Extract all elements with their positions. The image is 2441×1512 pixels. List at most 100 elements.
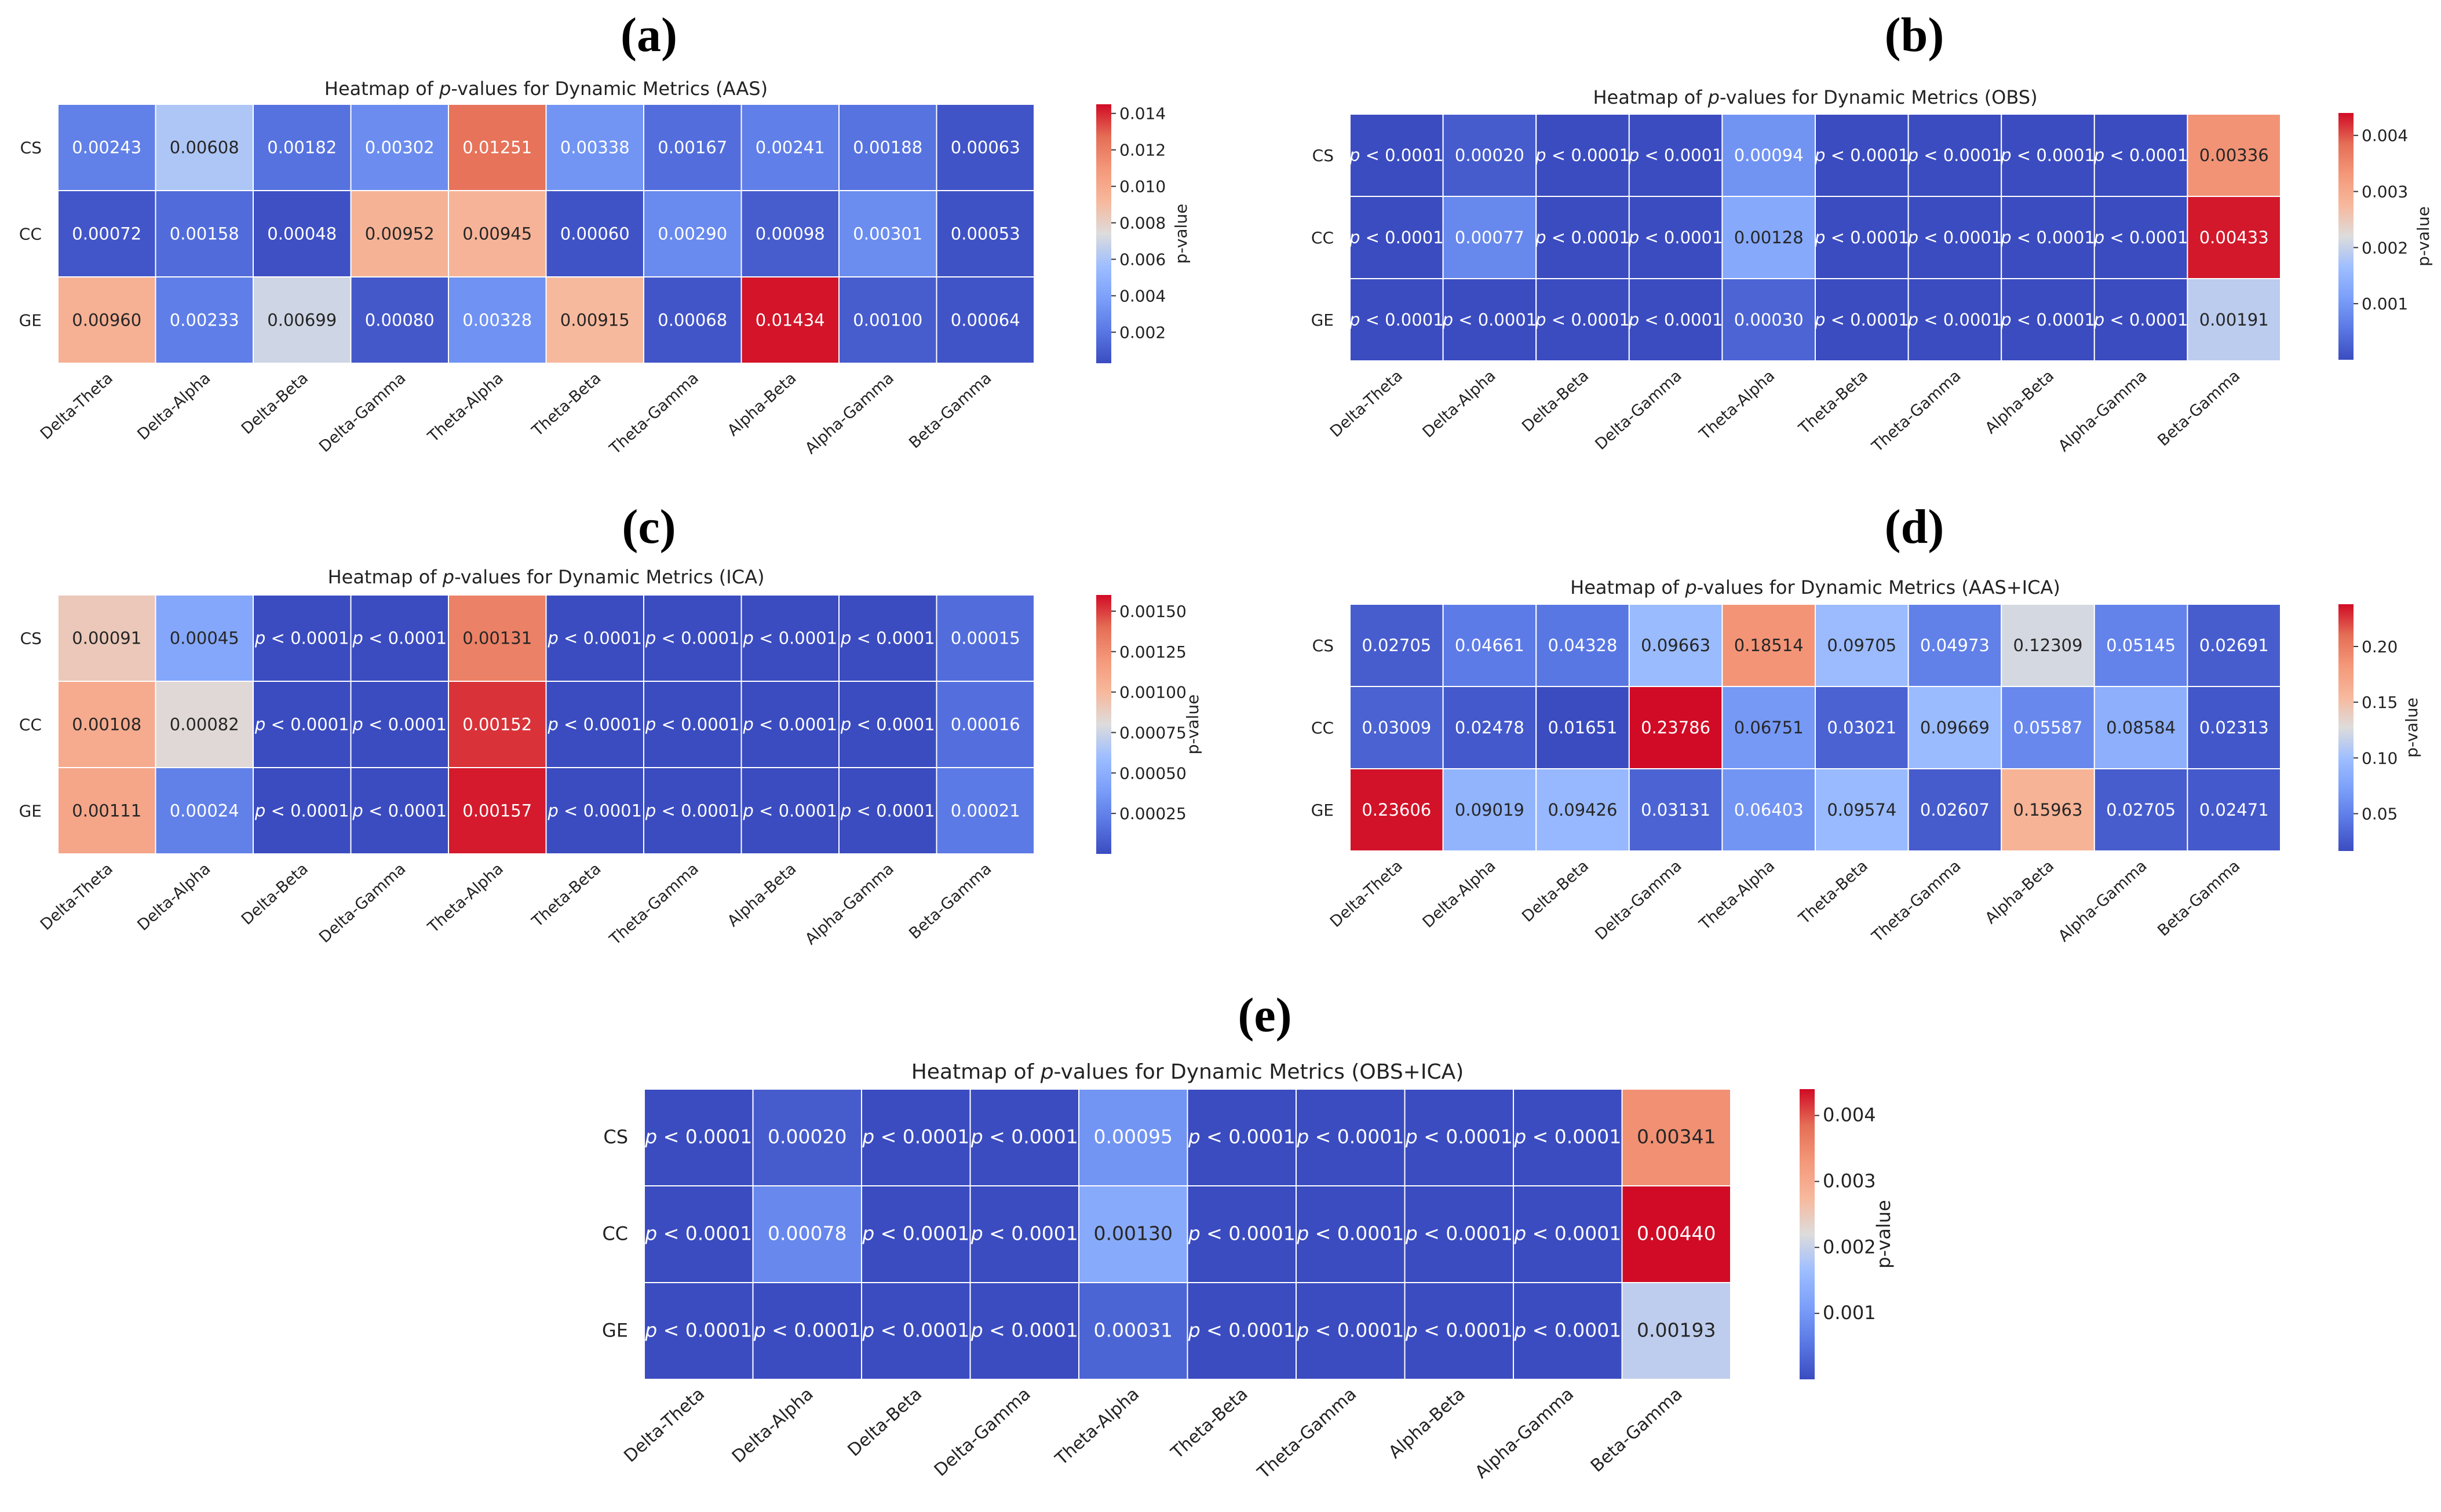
chart-title: Heatmap of p-values for Dynamic Metrics … — [1570, 576, 2060, 598]
row-label: GE — [602, 1320, 628, 1342]
heatmap-cell — [1907, 196, 2002, 279]
heatmap-cell — [2187, 686, 2281, 769]
row-label: CC — [1311, 228, 1334, 247]
cell-label: p < 0.0001 — [742, 629, 837, 648]
cell-label: 0.00188 — [853, 138, 922, 158]
cell-label: p < 0.0001 — [862, 1319, 969, 1342]
heatmap-cell — [936, 190, 1035, 277]
column-label: Delta-Theta — [1327, 857, 1406, 931]
cell-label: 0.09426 — [1548, 800, 1618, 820]
cell-label: 0.00243 — [72, 138, 141, 158]
heatmap-cell — [1349, 114, 1444, 197]
heatmap-cell — [1187, 1282, 1297, 1380]
cell-label: 0.23606 — [1362, 800, 1431, 820]
cell-label: p < 0.0001 — [1513, 1126, 1621, 1148]
column-label: Delta-Theta — [37, 369, 116, 443]
cell-label: 0.03131 — [1641, 800, 1710, 820]
column-label: Alpha-Beta — [724, 369, 800, 440]
heatmap-cell — [1621, 1282, 1731, 1380]
heatmap-cell — [1349, 686, 1444, 769]
row-label: GE — [19, 311, 42, 330]
cell-label: 0.00015 — [951, 629, 1020, 648]
cell-label: 0.00157 — [462, 801, 532, 821]
heatmap-cell — [2187, 196, 2281, 279]
heatmap-cell — [1907, 686, 2002, 769]
heatmap-cell — [1621, 1089, 1731, 1186]
cell-label: p < 0.0001 — [644, 1319, 752, 1342]
colorbar-tick-label: 0.003 — [1823, 1170, 1876, 1192]
cell-label: p < 0.0001 — [1535, 145, 1630, 165]
heatmap-cell — [1535, 278, 1630, 361]
heatmap-cell — [1815, 686, 1909, 769]
colorbar: 0.001 0.002 0.003 0.004 p-value — [2338, 113, 2433, 360]
column-label: Delta-Beta — [238, 369, 312, 438]
heatmap-cell — [1442, 604, 1537, 687]
panel-label: (b) — [1885, 8, 1944, 62]
column-label: Delta-Beta — [238, 860, 312, 929]
heatmap-cell — [936, 104, 1035, 191]
cell-label: p < 0.0001 — [1814, 310, 1909, 330]
panel-b: (b) Heatmap of p-values for Dynamic Metri… — [1311, 8, 2433, 456]
heatmap-cell — [838, 190, 937, 277]
heatmap-cell — [1721, 686, 1816, 769]
heatmap-cell — [1442, 114, 1537, 197]
colorbar-tick-label: 0.002 — [1119, 323, 1166, 342]
heatmap-cell — [643, 190, 742, 277]
colorbar-tick-label: 0.00100 — [1119, 683, 1187, 702]
cell-label: 0.00080 — [365, 311, 435, 330]
colorbar: 0.001 0.002 0.003 0.004 p-value — [1800, 1089, 1895, 1379]
heatmap-cell — [1078, 1282, 1188, 1380]
cell-label: 0.03009 — [1362, 718, 1431, 737]
cell-label: 0.00078 — [768, 1222, 846, 1245]
chart-title: Heatmap of p-values for Dynamic Metrics … — [328, 566, 765, 588]
row-label: CC — [19, 225, 42, 244]
heatmap-cell — [2093, 114, 2188, 197]
heatmap-cell — [644, 1282, 754, 1380]
cell-label: 0.09663 — [1641, 636, 1710, 655]
colorbar: 0.00025 0.00050 0.00075 0.00100 0.00125 0.001… — [1096, 595, 1202, 854]
cell-label: p < 0.0001 — [2093, 145, 2188, 165]
column-label: Delta-Theta — [37, 860, 116, 934]
row-label: CC — [19, 715, 42, 735]
heatmap-cell — [350, 104, 449, 191]
heatmap-cell — [1442, 768, 1537, 852]
colorbar-tick-label: 0.00125 — [1119, 642, 1187, 662]
heatmap-cell — [1349, 196, 1444, 279]
column-label: Alpha-Beta — [1385, 1384, 1469, 1463]
cell-label: 0.01651 — [1548, 718, 1618, 737]
colorbar: 0.002 0.004 0.006 0.008 0.010 0.012 0.014 p-val… — [1096, 104, 1191, 363]
colorbar-label: p-value — [2414, 206, 2433, 266]
heatmap-cell — [643, 767, 742, 854]
cell-label: p < 0.0001 — [840, 629, 935, 648]
column-label: Delta-Alpha — [134, 860, 214, 934]
heatmap-cell — [2001, 278, 2095, 361]
column-label: Delta-Gamma — [316, 860, 409, 947]
column-label: Alpha-Beta — [1982, 367, 2058, 437]
colorbar-label: p-value — [1183, 695, 1202, 755]
colorbar-tick-label: 0.004 — [1119, 287, 1166, 306]
panel-label: (e) — [1238, 988, 1291, 1042]
cell-label: 0.00341 — [1637, 1126, 1716, 1148]
heatmap-cell — [1513, 1089, 1623, 1186]
cell-label: p < 0.0001 — [840, 801, 935, 821]
column-label: Theta-Alpha — [1696, 367, 1779, 444]
cell-label: p < 0.0001 — [970, 1126, 1078, 1148]
cell-label: 0.04661 — [1455, 636, 1524, 655]
colorbar-tick-label: 0.002 — [2362, 238, 2408, 257]
column-label: Delta-Gamma — [931, 1384, 1035, 1481]
heatmap-cell — [1349, 768, 1444, 852]
cell-label: 0.00030 — [1734, 310, 1804, 330]
column-label: Alpha-Gamma — [2055, 367, 2151, 455]
panel-a: (a) Heatmap of p-values for Dynamic Metri… — [19, 8, 1191, 458]
colorbar-tick-label: 0.001 — [2362, 294, 2408, 313]
cell-label: p < 0.0001 — [644, 1222, 752, 1245]
colorbar-gradient — [1800, 1089, 1815, 1379]
heatmap-cell — [838, 767, 937, 854]
cell-label: 0.00111 — [72, 801, 141, 821]
colorbar-tick-label: 0.004 — [2362, 126, 2408, 145]
heatmap-cell — [861, 1089, 971, 1186]
cell-label: 0.00068 — [658, 311, 727, 330]
cell-label: p < 0.0001 — [645, 801, 740, 821]
heatmap-cell — [1535, 604, 1630, 687]
heatmap-cell — [1535, 768, 1630, 852]
